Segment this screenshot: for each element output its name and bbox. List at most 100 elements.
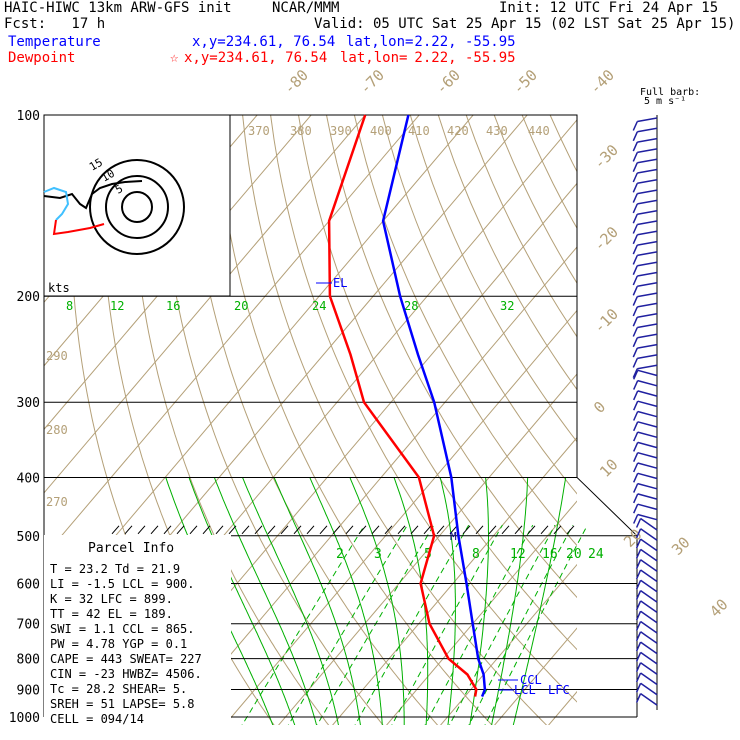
- wind-barb-flag: [635, 559, 642, 570]
- dry-adiabat-line: [158, 115, 384, 725]
- temperature-tick-label: -70: [356, 66, 388, 98]
- wind-barb: [640, 662, 658, 675]
- wind-barb-flag: [632, 255, 638, 265]
- hodograph-ring: [105, 175, 169, 239]
- wind-barb: [640, 569, 658, 583]
- wind-barb-flag: [635, 662, 642, 673]
- tick-mark: [228, 525, 237, 535]
- temperature-tick-label: -40: [586, 66, 618, 98]
- wind-barb: [637, 220, 658, 226]
- mixing-ratio-line: [388, 524, 503, 725]
- wind-barb-flag: [635, 590, 642, 600]
- wind-barb-flag: [633, 442, 639, 452]
- mixing-ratio-line: [313, 524, 435, 725]
- tick-mark: [280, 525, 289, 535]
- wind-barb: [637, 209, 658, 215]
- mixing-ratio-label: 8: [472, 547, 480, 562]
- hodograph-trace-low: [43, 186, 70, 221]
- tick-mark: [371, 525, 380, 535]
- barb-units: 5 m s⁻¹: [644, 96, 686, 107]
- wind-barb-flag: [633, 503, 639, 514]
- wind-barb: [637, 503, 658, 511]
- wind-barb-flag: [635, 641, 642, 652]
- wind-barb-flag: [635, 579, 642, 590]
- wind-barb-flag: [633, 462, 639, 473]
- parcel-row: PW = 4.78 YGP = 0.1: [50, 637, 187, 651]
- theta-label: 290: [46, 349, 68, 363]
- wind-barb: [637, 137, 658, 143]
- pressure-tick-label: 600: [17, 577, 40, 592]
- wind-barb-flag: [632, 316, 638, 327]
- temperature-line: [381, 114, 487, 698]
- temperature-tick-label: 0: [590, 398, 609, 417]
- isotherm-line: [44, 115, 312, 431]
- wind-barb-flag: [632, 141, 638, 152]
- wind-barb: [637, 312, 658, 318]
- wind-barb: [637, 431, 658, 439]
- wind-barb: [637, 441, 658, 449]
- mixing-ratio-label: 12: [510, 547, 526, 562]
- dry-adiabat-line: [381, 115, 577, 495]
- wind-barb-flag: [632, 296, 638, 306]
- hodograph-ring: [121, 191, 153, 223]
- wind-barb: [640, 600, 658, 614]
- moist-adiabat-line: [236, 478, 340, 725]
- dry-adiabat-line: [437, 115, 577, 391]
- pressure-tick-label: 900: [17, 683, 40, 698]
- wind-barb-flag: [635, 528, 642, 539]
- isotherm-line: [224, 309, 577, 725]
- mixing-ratio-label: 3: [374, 547, 382, 562]
- moist-adiabat-line: [183, 478, 297, 725]
- moist-adiabat-label: 8: [66, 299, 73, 313]
- dewpoint-line: [327, 114, 478, 697]
- wind-barb-flag: [635, 538, 642, 549]
- tick-mark: [384, 525, 393, 535]
- isotherm-line: [170, 246, 577, 725]
- moist-adiabat-label: 12: [110, 299, 124, 313]
- mixing-ratio-line: [238, 524, 366, 725]
- dry-adiabat-line: [674, 88, 740, 730]
- wind-barb-flag: [632, 121, 638, 131]
- temperature-latlon-label: lat,lon=: [346, 34, 414, 50]
- tick-mark: [449, 525, 458, 535]
- wind-barb: [637, 451, 658, 459]
- temperature-tick-label: 40: [706, 595, 732, 621]
- wind-barb-flag: [632, 275, 638, 286]
- parcel-row: TT = 42 EL = 189.: [50, 607, 173, 621]
- theta-label: 420: [447, 124, 469, 138]
- tick-mark: [540, 525, 549, 535]
- theta-label: 380: [290, 124, 312, 138]
- tick-mark: [527, 525, 536, 535]
- isotherm-line: [653, 87, 740, 729]
- wind-barb: [637, 292, 658, 298]
- theta-label: 270: [46, 495, 68, 509]
- barb-title: Full barb:: [640, 87, 700, 98]
- moist-adiabat-line: [303, 478, 384, 725]
- wind-barb-flag: [635, 693, 642, 703]
- moist-adiabat-line: [436, 478, 456, 725]
- wind-barb: [637, 240, 658, 246]
- temperature-tick-label: -20: [590, 223, 622, 255]
- wind-barb: [637, 189, 658, 195]
- wind-barb-flag: [635, 672, 642, 683]
- wind-barb-flag: [633, 431, 639, 442]
- moist-adiabat-line: [490, 478, 529, 725]
- wind-barb-flag: [632, 265, 638, 276]
- moist-adiabat-label: 20: [234, 299, 248, 313]
- wind-barb-flag: [633, 514, 639, 524]
- dry-adiabat-line: [701, 88, 740, 730]
- wind-barb: [637, 410, 658, 418]
- tick-mark: [189, 525, 198, 535]
- frame-outline: [44, 114, 638, 717]
- wind-barb: [640, 528, 658, 541]
- tick-mark: [150, 525, 159, 535]
- tick-mark: [436, 525, 445, 535]
- temperature-tick-label: -10: [590, 305, 622, 337]
- tick-mark: [202, 525, 211, 535]
- parcel-row: CIN = -23 HWBZ= 4506.: [50, 667, 202, 681]
- lcl-label: LCL: [514, 683, 536, 697]
- moist-adiabat-label: 28: [404, 299, 418, 313]
- dewpoint-legend: Dewpoint: [8, 50, 76, 66]
- wind-barb-flag: [635, 600, 642, 611]
